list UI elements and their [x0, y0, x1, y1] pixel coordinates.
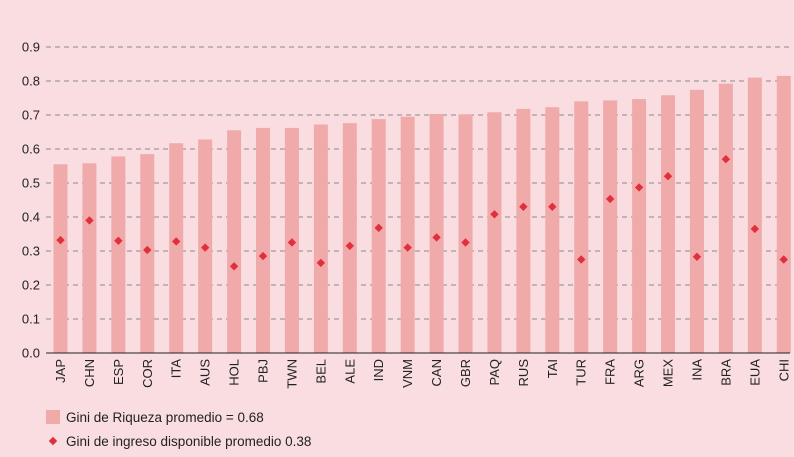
x-tick-label: CHI	[776, 359, 791, 381]
bar	[516, 108, 531, 353]
x-tick-label: MEX	[661, 359, 676, 388]
x-tick-label: INA	[689, 359, 704, 381]
x-tick-label: BEL	[313, 359, 328, 384]
bar	[458, 114, 473, 353]
bar	[574, 101, 589, 354]
bar	[661, 95, 676, 353]
marker	[258, 251, 268, 261]
marker	[490, 210, 499, 219]
marker	[172, 237, 181, 246]
legend-bar-swatch	[46, 410, 60, 424]
x-tick-label: PAQ	[487, 359, 502, 386]
x-tick-label: JAP	[53, 359, 68, 383]
marker	[577, 255, 586, 264]
legend-bar-label: Gini de Riqueza promedio = 0.68	[66, 410, 264, 425]
bar	[227, 130, 242, 353]
marker	[779, 255, 788, 264]
bar	[776, 75, 791, 354]
bar	[603, 100, 618, 353]
marker	[461, 238, 470, 247]
bar	[718, 83, 733, 353]
y-tick-label: 0.7	[22, 108, 40, 123]
marker	[374, 223, 383, 233]
bar	[487, 112, 502, 353]
bar	[747, 77, 762, 353]
marker	[432, 233, 441, 242]
x-tick-label: CAN	[429, 359, 444, 386]
y-tick-label: 0.2	[22, 278, 40, 293]
marker	[692, 252, 702, 261]
x-tick-label: COR	[140, 359, 155, 388]
x-tick-label: EUA	[747, 359, 762, 386]
marker	[403, 243, 412, 252]
bar	[545, 107, 560, 354]
marker	[605, 194, 615, 204]
x-tick-label: TWN	[284, 359, 299, 389]
x-tick-label: VNM	[400, 359, 415, 388]
x-tick-label: AUS	[198, 359, 213, 386]
marker	[721, 155, 731, 164]
x-tick-label: ESP	[111, 359, 126, 385]
x-tick-label: ARG	[632, 359, 647, 387]
x-tick-label: ITA	[169, 359, 184, 379]
marker	[634, 183, 644, 192]
marker	[345, 241, 354, 251]
y-tick-label: 0.8	[22, 74, 40, 89]
x-tick-label: BRA	[718, 359, 733, 386]
bar	[632, 99, 647, 354]
bar	[169, 143, 184, 353]
bar	[342, 123, 357, 353]
marker	[85, 216, 94, 225]
bar	[313, 124, 328, 354]
legend-marker-label: Gini de ingreso disponible promedio 0.38	[66, 434, 311, 449]
y-tick-label: 0.3	[22, 244, 40, 259]
x-tick-label: TUR	[574, 359, 589, 386]
x-tick-label: TAI	[545, 359, 560, 378]
marker	[143, 245, 152, 255]
marker	[519, 202, 528, 211]
x-tick-label: GBR	[458, 359, 473, 387]
x-tick-label: PBJ	[256, 359, 271, 383]
marker	[114, 236, 123, 245]
y-tick-label: 0.1	[22, 312, 40, 327]
bar	[53, 164, 68, 353]
bar	[256, 127, 271, 353]
marker	[750, 224, 760, 234]
marker	[56, 235, 65, 245]
bar	[689, 89, 704, 353]
marker	[287, 238, 297, 247]
bar	[371, 119, 386, 353]
x-tick-label: ALE	[342, 359, 357, 384]
x-tick-label: IND	[371, 359, 386, 381]
y-tick-label: 0.0	[22, 346, 40, 361]
y-tick-label: 0.5	[22, 176, 40, 191]
x-tick-label: FRA	[603, 359, 618, 385]
bar	[111, 156, 126, 353]
x-tick-label: HOL	[227, 359, 242, 386]
legend-marker-swatch	[48, 436, 58, 446]
marker	[229, 262, 239, 271]
y-tick-label: 0.9	[22, 40, 40, 55]
marker	[200, 243, 210, 252]
bar	[82, 163, 97, 353]
bar	[400, 116, 415, 353]
marker	[316, 258, 326, 268]
y-tick-label: 0.4	[22, 210, 40, 225]
marker	[548, 202, 557, 211]
y-tick-label: 0.6	[22, 142, 40, 157]
x-tick-label: RUS	[516, 359, 531, 387]
marker	[663, 172, 673, 181]
x-tick-label: CHN	[82, 359, 97, 387]
